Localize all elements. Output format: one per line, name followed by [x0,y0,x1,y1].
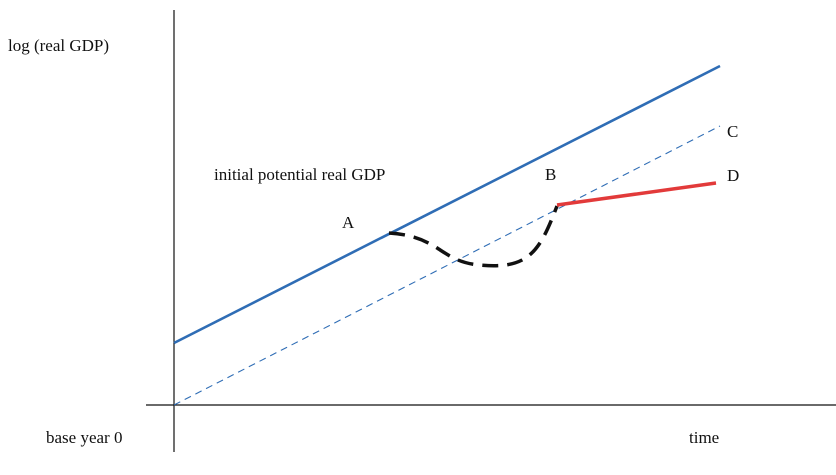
point-c-label: C [727,122,738,141]
point-a-label: A [342,213,355,232]
new-growth-path-line [556,181,717,207]
recession-path-curve [388,205,559,268]
point-b-label: B [545,165,556,184]
initial-potential-label: initial potential real GDP [214,165,385,184]
point-d-label: D [727,166,739,185]
x-axis-label: time [689,428,719,447]
initial-potential-gdp-line [173,64,721,345]
origin-label: base year 0 [46,428,122,447]
y-axis-label: log (real GDP) [8,36,109,55]
lower-potential-dashed-line [173,125,721,406]
